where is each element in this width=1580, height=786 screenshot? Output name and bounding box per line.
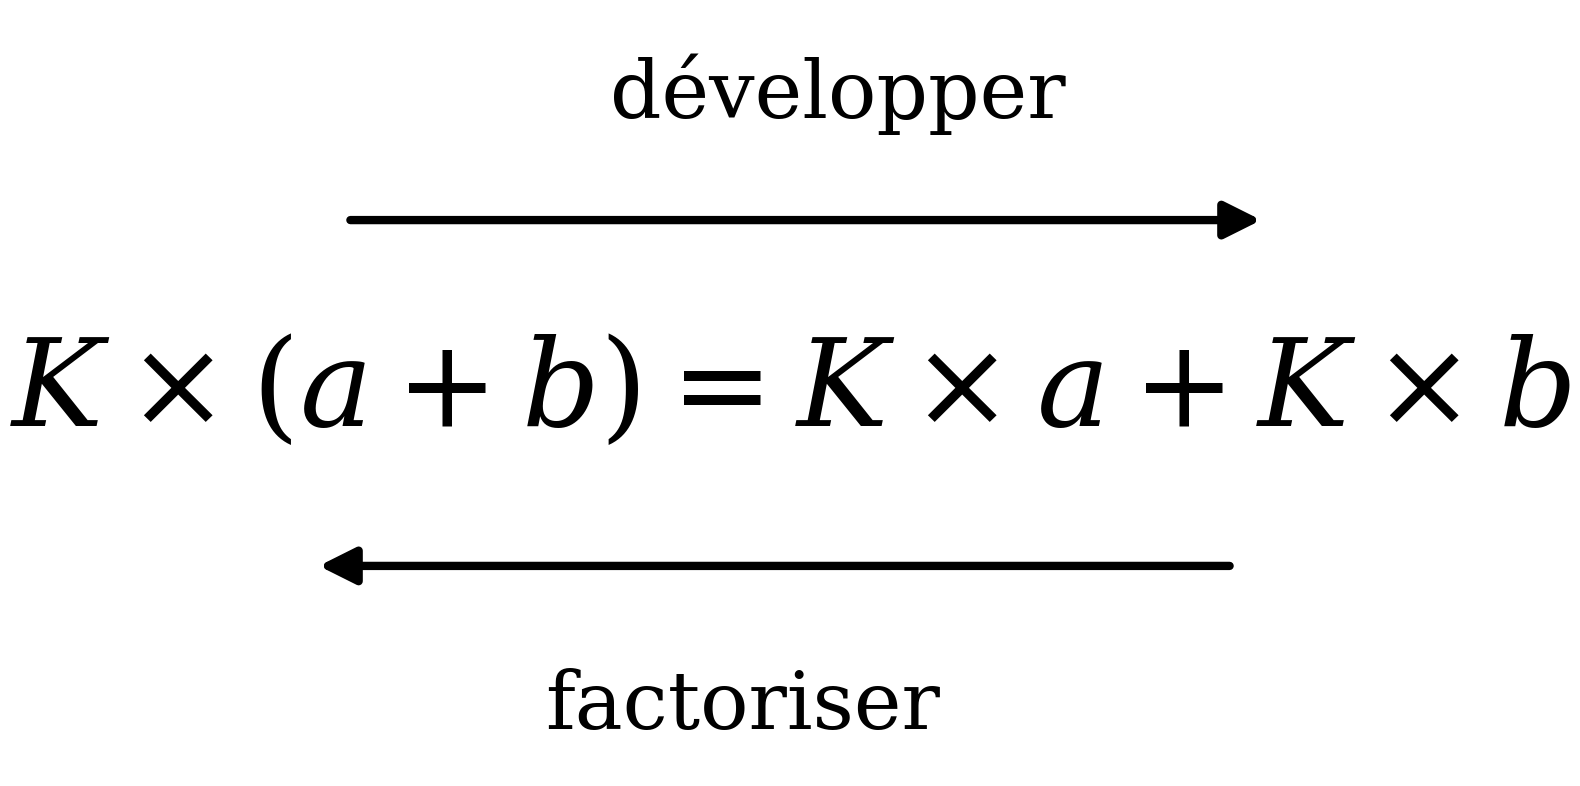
Text: développer: développer	[610, 53, 1065, 135]
Text: $K \times (a+b) = K \times a + K \times b$: $K \times (a+b) = K \times a + K \times …	[9, 335, 1571, 451]
Text: factoriser: factoriser	[545, 668, 940, 747]
